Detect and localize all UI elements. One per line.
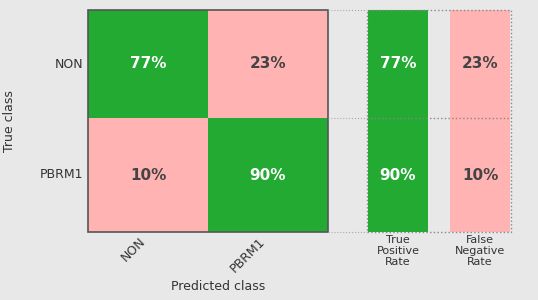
- Text: 10%: 10%: [462, 167, 498, 182]
- Text: 90%: 90%: [380, 167, 416, 182]
- Bar: [450, 118, 510, 232]
- Text: NON: NON: [118, 235, 148, 264]
- Bar: [367, 10, 511, 232]
- Bar: [88, 10, 208, 118]
- Text: 77%: 77%: [130, 56, 166, 71]
- Text: PBRM1: PBRM1: [228, 235, 268, 275]
- Text: PBRM1: PBRM1: [39, 169, 83, 182]
- Text: True class: True class: [4, 90, 17, 152]
- Text: 23%: 23%: [250, 56, 286, 71]
- Text: True
Positive
Rate: True Positive Rate: [377, 235, 420, 267]
- Bar: [450, 10, 510, 118]
- Bar: [208, 10, 328, 118]
- Bar: [208, 118, 328, 232]
- Bar: [88, 118, 208, 232]
- Bar: [368, 118, 428, 232]
- Text: 77%: 77%: [380, 56, 416, 71]
- Text: False
Negative
Rate: False Negative Rate: [455, 235, 505, 267]
- Text: 23%: 23%: [462, 56, 498, 71]
- Bar: [368, 10, 428, 118]
- Text: 10%: 10%: [130, 167, 166, 182]
- Text: Predicted class: Predicted class: [171, 280, 265, 293]
- Text: NON: NON: [54, 58, 83, 70]
- Text: 90%: 90%: [250, 167, 286, 182]
- Bar: [88, 10, 328, 232]
